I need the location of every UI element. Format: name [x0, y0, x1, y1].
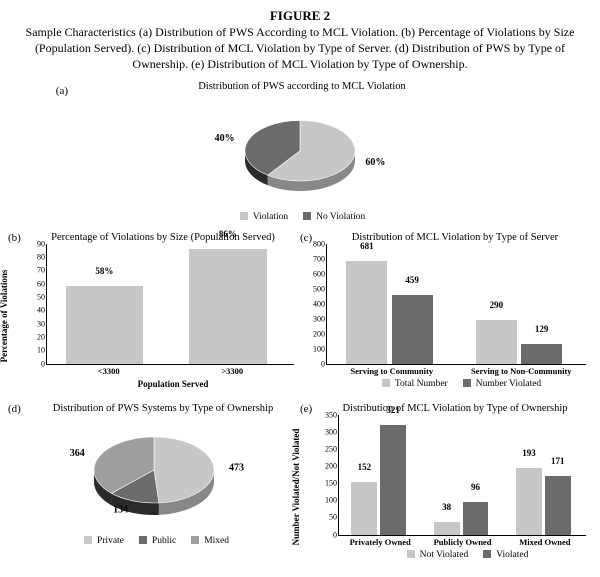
chart-c-legend: Total NumberNumber Violated — [326, 379, 592, 389]
panel-e-label: (e) — [300, 403, 318, 415]
chart-d-pie: 473 134 364 — [8, 417, 300, 534]
figure-caption: Sample Characteristics (a) Distribution … — [8, 24, 592, 77]
chart-e-legend: Not ViolatedViolated — [338, 550, 592, 560]
panel-a-title: Distribution of PWS according to MCL Vio… — [72, 81, 532, 99]
chart-d-legend: PrivatePublicMixed — [8, 536, 300, 546]
figure-label: FIGURE 2 — [8, 8, 592, 24]
svg-text:364: 364 — [70, 447, 85, 458]
panel-b-title: Percentage of Violations by Size (Popula… — [26, 232, 300, 244]
chart-e-bars: 050100150200250300350152321Privately Own… — [338, 415, 586, 536]
chart-a-legend: ViolationNo Violation — [8, 212, 592, 222]
chart-b-bars: 010203040506070809058%<330086%>3300 — [46, 244, 294, 365]
panel-b-label: (b) — [8, 232, 26, 244]
panel-d-title: Distribution of PWS Systems by Type of O… — [26, 403, 300, 415]
chart-c-bars: 0100200300400500600700800681459Serving t… — [326, 244, 586, 365]
chart-b-ylabel: Percentage of Violations — [0, 270, 9, 363]
svg-text:40%: 40% — [215, 132, 235, 143]
svg-text:473: 473 — [229, 462, 244, 473]
svg-text:60%: 60% — [365, 157, 385, 168]
panel-d-label: (d) — [8, 403, 26, 415]
panel-e-title: Distribution of MCL Violation by Type of… — [318, 403, 592, 415]
panel-a-label: (a) — [56, 85, 68, 97]
chart-a-pie: 60% 40% — [8, 101, 592, 210]
svg-text:134: 134 — [113, 504, 128, 515]
chart-e-ylabel: Number Violated/Not Violated — [291, 429, 301, 546]
chart-b-xlabel: Population Served — [46, 379, 300, 389]
